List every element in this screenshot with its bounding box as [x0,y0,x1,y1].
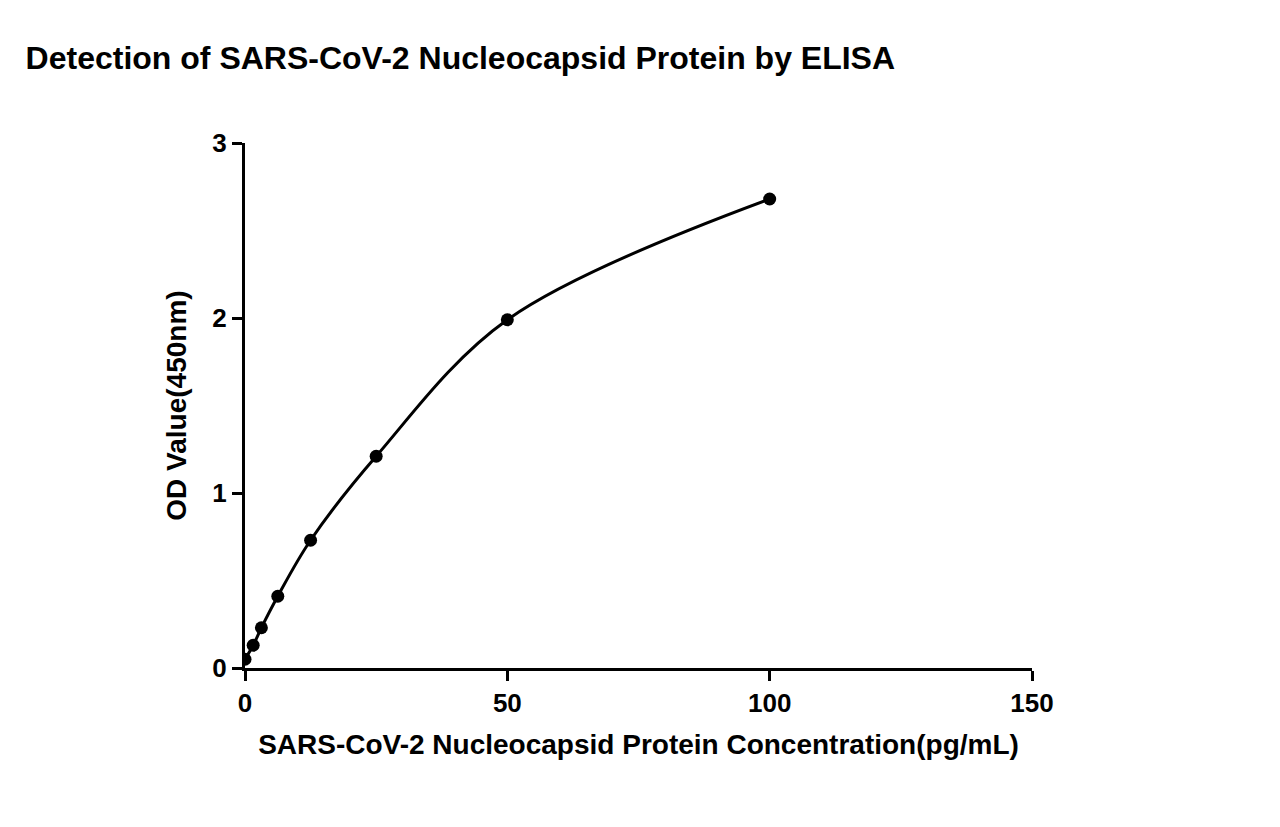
svg-text:50: 50 [493,688,522,718]
svg-text:0: 0 [212,653,226,683]
svg-text:100: 100 [748,688,791,718]
svg-text:1: 1 [212,478,226,508]
svg-text:Detection of SARS-CoV-2 Nucleo: Detection of SARS-CoV-2 Nucleocapsid Pro… [26,40,895,76]
svg-text:150: 150 [1010,688,1053,718]
svg-text:0: 0 [238,688,252,718]
svg-text:SARS-CoV-2 Nucleocapsid Protei: SARS-CoV-2 Nucleocapsid Protein Concentr… [258,729,1019,760]
svg-text:3: 3 [212,128,226,158]
svg-text:OD Value(450nm): OD Value(450nm) [161,290,192,520]
svg-text:2: 2 [212,303,226,333]
